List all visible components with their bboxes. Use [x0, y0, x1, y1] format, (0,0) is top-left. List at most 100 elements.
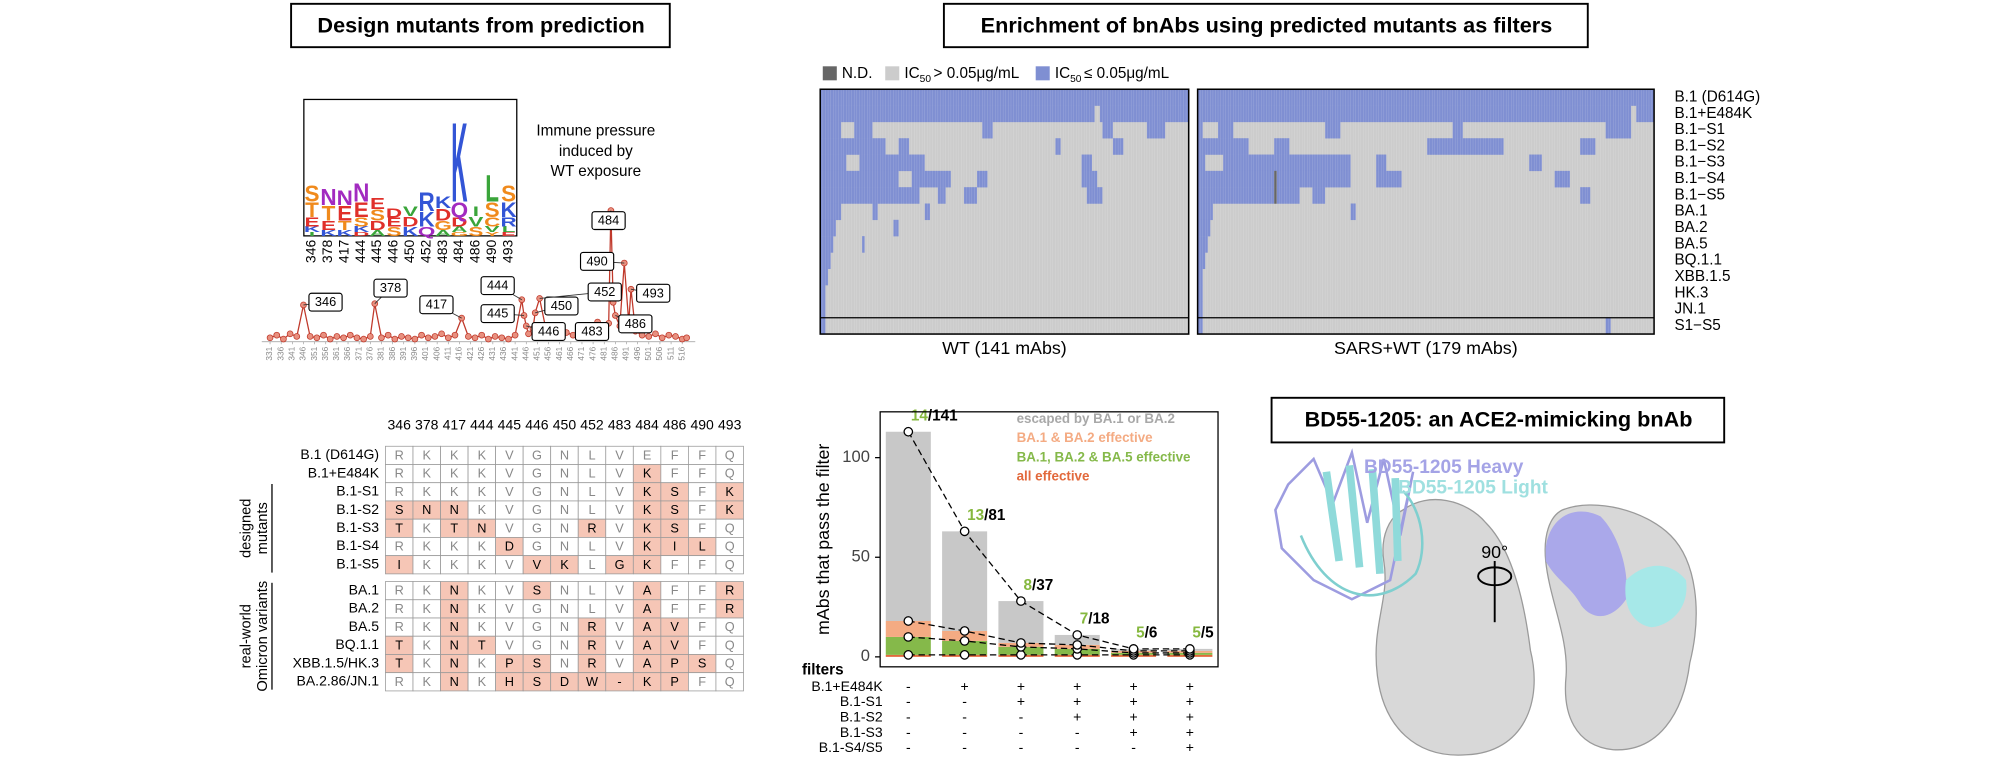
filter-sign: +	[1186, 709, 1194, 725]
filter-name: B.1-S3	[840, 724, 883, 740]
panel-frame	[1196, 88, 1655, 335]
cell-text: E	[643, 447, 652, 462]
cell-text: N	[450, 502, 459, 517]
level-point	[903, 426, 914, 437]
panel-title: Enrichment of bnAbs using predicted muta…	[981, 12, 1553, 37]
logo-letter: R	[419, 188, 435, 217]
row-label: S1−S5	[1674, 317, 1720, 334]
label-box	[308, 292, 343, 312]
point	[424, 334, 432, 342]
cell-text: N	[450, 674, 459, 689]
row-label: BA.1	[1674, 203, 1707, 220]
logo-letter: K	[419, 207, 435, 231]
title-box	[290, 2, 671, 49]
point	[465, 333, 472, 340]
cell-text: K	[478, 601, 487, 616]
filter-sign: -	[962, 693, 967, 709]
logo-letter: E	[305, 214, 320, 229]
group-label: designed	[238, 499, 254, 559]
bar-segment	[942, 630, 988, 641]
heatmap-cell-nd	[1274, 170, 1277, 188]
logo-letter: V	[468, 214, 484, 230]
filter-sign: -	[906, 693, 911, 709]
cell-text: V	[670, 619, 679, 634]
cell-text: V	[615, 466, 624, 481]
cell-text: V	[615, 447, 624, 462]
filter-name: B.1-S4/S5	[819, 739, 883, 755]
point	[346, 331, 354, 339]
cell-text: F	[698, 502, 706, 517]
logo-letter: K	[320, 229, 337, 238]
point	[384, 331, 392, 339]
logo-letter: S	[485, 197, 500, 221]
filter-name: B.1-S2	[840, 709, 883, 725]
annotation: induced by	[559, 143, 633, 160]
cell-text: L	[588, 466, 595, 481]
point	[404, 334, 412, 342]
cell-text: F	[698, 674, 706, 689]
cell-text: K	[450, 466, 459, 481]
cell-text: F	[671, 447, 679, 462]
cell-text: N	[450, 656, 459, 671]
logo-site-label: 450	[401, 240, 417, 264]
logo-letter: E	[337, 201, 352, 225]
logo-frame	[303, 98, 518, 237]
cell-text: L	[699, 539, 706, 554]
point	[444, 334, 452, 342]
logo-site-label: 445	[368, 240, 384, 264]
x-tick-label: 436	[499, 346, 508, 360]
cell-text: K	[478, 619, 487, 634]
cell-text: A	[643, 619, 652, 634]
point	[665, 331, 673, 339]
cell-text: L	[588, 539, 595, 554]
point	[438, 330, 445, 338]
point	[320, 331, 327, 339]
site-label: 484	[598, 213, 619, 228]
row-name: B.1-S2	[336, 501, 379, 517]
cell-text: K	[450, 447, 459, 462]
x-tick-label: 466	[566, 346, 575, 360]
heatmap-cell	[937, 187, 946, 204]
cell-text: N	[450, 637, 459, 652]
cell-text: F	[698, 583, 706, 598]
cell-text: F	[698, 619, 706, 634]
logo-letter: E	[370, 196, 385, 214]
cell-text: L	[588, 601, 595, 616]
x-tick-label: 401	[421, 346, 430, 360]
cell-text: Q	[725, 674, 735, 689]
x-tick-label: 376	[365, 346, 374, 360]
x-tick-label: 381	[377, 346, 386, 360]
cell-text: I	[673, 539, 677, 554]
row-name: BA.2.86/JN.1	[296, 673, 379, 689]
logo-letter: N	[353, 179, 369, 208]
ratio-count: 7	[1080, 611, 1089, 628]
cell-text: Q	[725, 619, 735, 634]
level-point	[1072, 640, 1083, 650]
x-tick-label: 446	[521, 346, 530, 360]
structure-drawing	[1274, 448, 1697, 756]
cell-text: R	[725, 601, 734, 616]
point	[525, 330, 532, 338]
cell-text: V	[505, 557, 514, 572]
logo-site-label: 493	[499, 240, 515, 264]
heatmap-cell	[820, 89, 1189, 106]
logo-site-label: 486	[467, 240, 483, 264]
bar-segment	[998, 601, 1044, 643]
point	[652, 330, 659, 338]
point	[471, 334, 479, 342]
cell-text: R	[395, 447, 404, 462]
point	[458, 314, 465, 322]
heavy-legend: BD55-1205 Heavy	[1364, 457, 1524, 478]
cell-text: K	[643, 674, 652, 689]
cell-text: R	[395, 674, 404, 689]
cell-text: V	[505, 466, 514, 481]
logo-letter: A	[435, 229, 451, 238]
column-header: 445	[498, 417, 522, 433]
legend-label: BA.1, BA.2 & BA.5 effective	[1017, 449, 1191, 464]
cell-text: K	[450, 539, 459, 554]
cell-text: V	[505, 601, 514, 616]
point	[273, 331, 281, 339]
x-tick-label: 341	[288, 346, 297, 360]
plot-frame	[879, 411, 1219, 668]
light-chain-ribbon	[1322, 464, 1402, 575]
